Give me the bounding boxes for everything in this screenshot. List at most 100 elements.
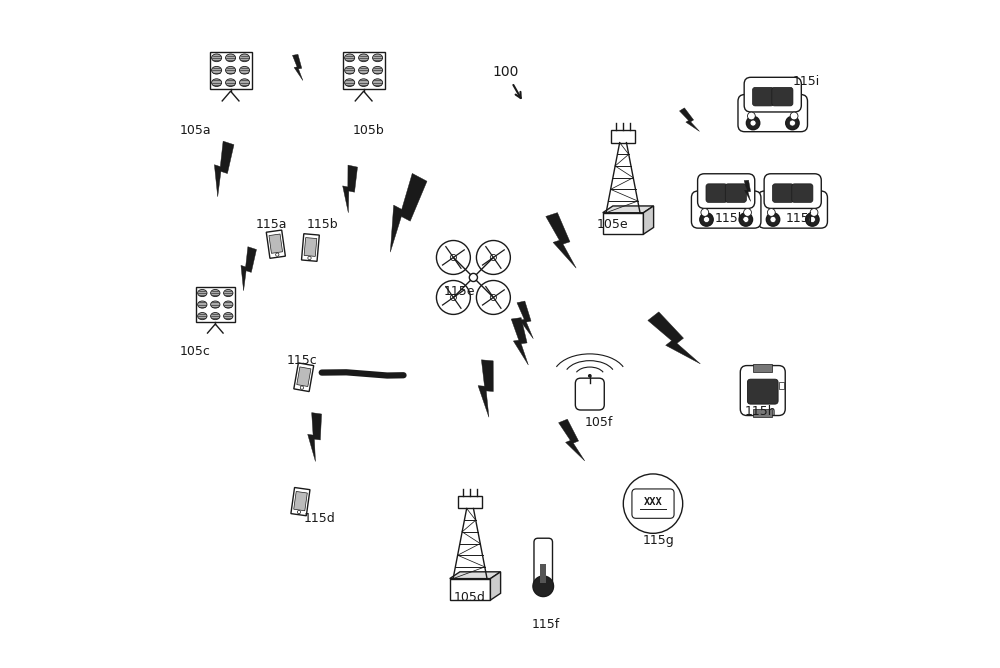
Bar [210, 51, 252, 89]
FancyBboxPatch shape [691, 191, 761, 228]
Ellipse shape [211, 289, 220, 297]
Circle shape [789, 120, 795, 126]
FancyBboxPatch shape [792, 184, 813, 202]
Ellipse shape [224, 301, 233, 308]
Circle shape [770, 216, 776, 222]
Ellipse shape [373, 66, 383, 74]
Bar [603, 212, 643, 234]
Circle shape [450, 255, 456, 261]
Text: 115d: 115d [304, 512, 336, 524]
Circle shape [490, 255, 496, 261]
Ellipse shape [198, 289, 207, 297]
Ellipse shape [224, 313, 233, 320]
Text: 115f: 115f [532, 618, 560, 631]
Ellipse shape [373, 79, 383, 87]
Polygon shape [241, 246, 256, 291]
Text: 115c: 115c [287, 354, 318, 367]
Polygon shape [517, 301, 533, 339]
Text: 105a: 105a [179, 124, 211, 138]
Bar [753, 409, 772, 418]
FancyBboxPatch shape [740, 365, 785, 415]
Polygon shape [308, 413, 322, 462]
Circle shape [739, 213, 753, 226]
Ellipse shape [345, 66, 355, 74]
Polygon shape [292, 54, 303, 81]
Ellipse shape [373, 54, 383, 61]
Bar [450, 578, 490, 600]
Text: 100: 100 [492, 65, 518, 79]
Text: 105b: 105b [352, 124, 384, 138]
Circle shape [744, 208, 751, 216]
Circle shape [767, 208, 775, 216]
Polygon shape [266, 230, 285, 259]
Text: 115a: 115a [256, 218, 287, 230]
Ellipse shape [240, 54, 250, 61]
Ellipse shape [224, 289, 233, 297]
Bar [779, 381, 784, 389]
Circle shape [746, 116, 760, 130]
Circle shape [469, 273, 477, 281]
Ellipse shape [212, 54, 222, 61]
Circle shape [747, 112, 755, 120]
Polygon shape [643, 206, 654, 234]
Circle shape [750, 120, 756, 126]
Text: 105e: 105e [596, 218, 628, 230]
Circle shape [806, 213, 819, 226]
Circle shape [623, 474, 683, 533]
FancyBboxPatch shape [575, 378, 604, 410]
Ellipse shape [240, 79, 250, 87]
Ellipse shape [226, 54, 236, 61]
Ellipse shape [359, 79, 369, 87]
Ellipse shape [345, 79, 355, 87]
Polygon shape [214, 141, 234, 197]
Circle shape [276, 253, 279, 257]
Text: 115b: 115b [307, 218, 339, 230]
Text: 115h: 115h [745, 405, 776, 418]
FancyBboxPatch shape [632, 489, 674, 518]
Polygon shape [302, 234, 319, 261]
Bar [611, 130, 635, 142]
Circle shape [809, 216, 815, 222]
FancyBboxPatch shape [747, 379, 778, 404]
Polygon shape [744, 180, 751, 201]
Ellipse shape [359, 54, 369, 61]
Polygon shape [648, 312, 700, 364]
Circle shape [703, 216, 710, 222]
Ellipse shape [198, 301, 207, 308]
Text: XXX: XXX [644, 497, 662, 507]
Circle shape [790, 112, 798, 120]
Polygon shape [511, 318, 528, 365]
Ellipse shape [211, 313, 220, 320]
Circle shape [766, 213, 780, 226]
Bar [753, 364, 772, 372]
Circle shape [300, 386, 304, 389]
Circle shape [436, 281, 470, 315]
Text: 115e: 115e [443, 285, 475, 299]
Circle shape [436, 240, 470, 275]
Circle shape [490, 295, 496, 301]
Circle shape [476, 281, 510, 315]
Text: 105f: 105f [585, 415, 614, 429]
Circle shape [297, 510, 301, 514]
Circle shape [700, 213, 713, 226]
Polygon shape [304, 238, 317, 257]
Polygon shape [679, 108, 700, 132]
FancyBboxPatch shape [698, 174, 755, 208]
Polygon shape [546, 212, 576, 268]
Bar [343, 51, 385, 89]
Circle shape [701, 208, 709, 216]
Text: 115k: 115k [714, 212, 745, 225]
Text: 105c: 105c [179, 345, 210, 358]
Polygon shape [603, 206, 654, 212]
Polygon shape [294, 363, 314, 391]
Circle shape [786, 116, 799, 130]
Ellipse shape [359, 66, 369, 74]
Circle shape [476, 240, 510, 275]
Ellipse shape [212, 79, 222, 87]
Polygon shape [490, 572, 501, 600]
Circle shape [589, 375, 591, 377]
FancyBboxPatch shape [764, 174, 821, 208]
Circle shape [810, 208, 818, 216]
FancyBboxPatch shape [753, 88, 774, 106]
Polygon shape [297, 367, 311, 387]
